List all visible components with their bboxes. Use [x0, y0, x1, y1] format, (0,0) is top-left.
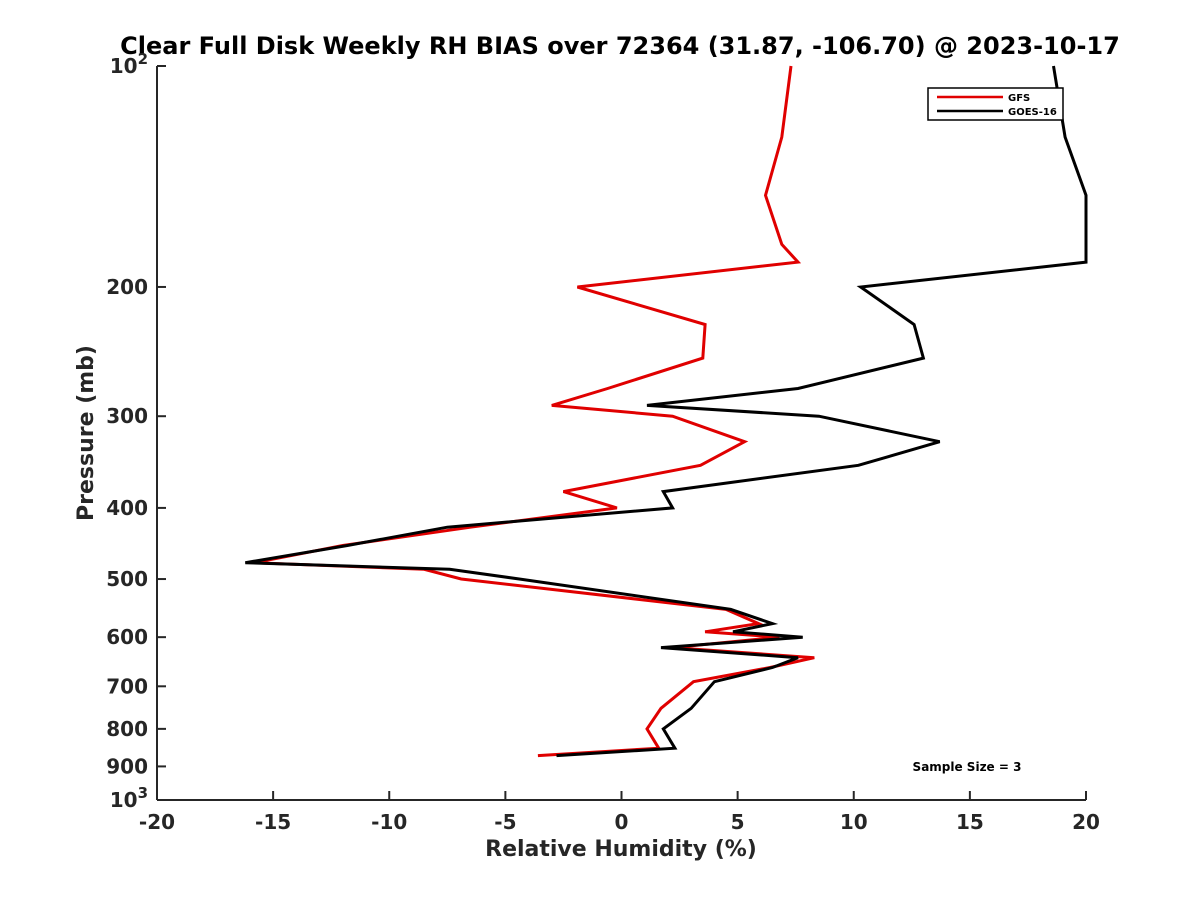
- y-tick-label: 103: [110, 784, 148, 812]
- x-tick-label: 0: [615, 810, 629, 834]
- x-ticks: -20 -15 -10 -5 0 5 10 15 20: [139, 791, 1100, 834]
- x-tick-label: 10: [840, 810, 868, 834]
- legend: GFS GOES-16: [927, 87, 1064, 121]
- y-tick-label: 700: [106, 674, 148, 698]
- y-tick-label: 102: [110, 50, 148, 78]
- x-tick-label: 15: [956, 810, 984, 834]
- y-tick-label: 300: [106, 404, 148, 428]
- y-tick-label: 400: [106, 496, 148, 520]
- y-ticks: 102 200 300 400 500 600 700 800 900 103: [106, 50, 166, 812]
- series-line-goes-16: [245, 65, 1088, 758]
- x-tick-label: -10: [371, 810, 407, 834]
- x-tick-label: -15: [255, 810, 291, 834]
- x-tick-label: 20: [1072, 810, 1100, 834]
- y-tick-label: 500: [106, 567, 148, 591]
- y-tick-label: 900: [106, 754, 148, 778]
- legend-label-gfs: GFS: [1008, 93, 1030, 104]
- y-tick-label: 800: [106, 717, 148, 741]
- x-tick-label: -5: [494, 810, 516, 834]
- x-tick-label: -20: [139, 810, 175, 834]
- y-tick-label: 200: [106, 275, 148, 299]
- x-axis-label: Relative Humidity (%): [485, 837, 757, 862]
- chart-title: Clear Full Disk Weekly RH BIAS over 7236…: [120, 32, 1120, 60]
- y-tick-label: 600: [106, 625, 148, 649]
- series-layer: [245, 65, 1088, 758]
- legend-box: [927, 87, 1064, 121]
- x-tick-label: 5: [731, 810, 745, 834]
- legend-label-goes16: GOES-16: [1008, 107, 1057, 118]
- sample-size-annotation: Sample Size = 3: [913, 760, 1022, 774]
- y-axis-label: Pressure (mb): [74, 345, 99, 521]
